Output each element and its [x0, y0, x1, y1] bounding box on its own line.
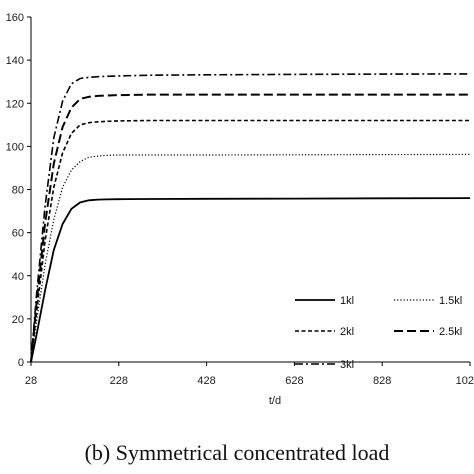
- axes: [27, 16, 471, 366]
- x-tick-label: 102: [456, 375, 474, 387]
- x-tick-label: 828: [373, 375, 391, 387]
- x-tick-label: 628: [285, 375, 303, 387]
- x-tick-label: 28: [25, 375, 37, 387]
- y-tick-label: 0: [18, 357, 24, 369]
- x-tick-label: 428: [197, 375, 215, 387]
- y-tick-label: 40: [12, 271, 24, 283]
- y-tick-label: 160: [6, 12, 24, 24]
- y-tick-label: 60: [12, 228, 24, 240]
- series-lines: [30, 73, 471, 363]
- legend-label-1kl: 1kl: [340, 295, 354, 307]
- legend-label-1-5kl: 1.5kl: [439, 295, 462, 307]
- series-line-2-5kl: [30, 93, 470, 363]
- y-tick-label: 80: [12, 185, 24, 197]
- series-line-1kl: [30, 197, 471, 363]
- y-tick-label: 20: [12, 314, 24, 326]
- x-axis-label: t/d: [269, 395, 281, 407]
- series-line-2kl: [30, 119, 470, 363]
- tick-labels: 0 20 40 60 80 100 120 140 160 28 228 428 628 828 102: [6, 12, 474, 387]
- x-tick-label: 228: [110, 375, 128, 387]
- y-tick-label: 140: [6, 55, 24, 67]
- y-tick-label: 100: [6, 141, 24, 153]
- legend-label-3kl: 3kl: [340, 359, 354, 371]
- series-line-1-5kl: [30, 153, 471, 363]
- legend: 1kl 1.5kl 2kl 2.5kl 3kl: [295, 295, 462, 371]
- legend-label-2-5kl: 2.5kl: [439, 326, 462, 338]
- legend-label-2kl: 2kl: [340, 326, 354, 338]
- figure-caption: (b) Symmetrical concentrated load: [84, 440, 390, 465]
- series-line-3kl: [30, 73, 471, 363]
- y-tick-label: 120: [6, 98, 24, 110]
